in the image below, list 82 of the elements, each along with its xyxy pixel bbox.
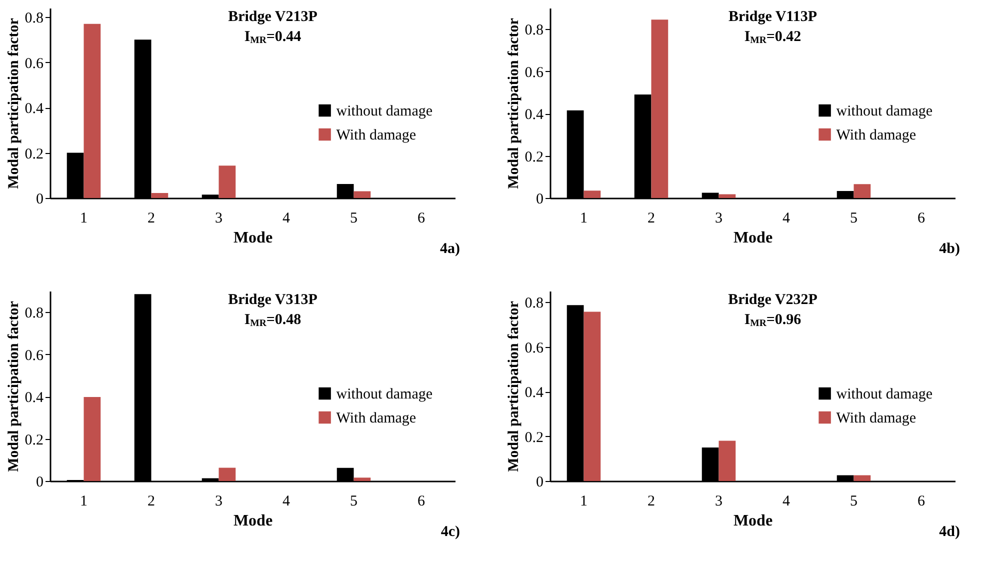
- x-tick-label: 5: [850, 494, 858, 510]
- x-tick-label: 4: [282, 210, 290, 226]
- y-tick-label: 0.2: [524, 149, 544, 166]
- bar: [151, 193, 168, 198]
- x-axis-title: Mode: [733, 512, 773, 530]
- y-tick-label: 0.2: [524, 430, 544, 446]
- x-axis-title: Mode: [733, 230, 773, 246]
- x-axis-title: Mode: [233, 512, 273, 530]
- y-tick-label: 0.8: [524, 22, 544, 39]
- text: 4b): [939, 241, 960, 257]
- y-tick-label: 0: [36, 474, 44, 490]
- x-tick-label: 2: [648, 494, 655, 510]
- chart-title: Bridge V313P: [228, 292, 318, 308]
- y-tick-label: 0.8: [24, 306, 44, 322]
- y-tick-label: 0.2: [24, 432, 44, 448]
- y-tick-label: 0: [536, 474, 544, 490]
- bar: [854, 475, 871, 481]
- x-tick-label: 6: [418, 210, 426, 226]
- x-tick-label: 5: [850, 210, 858, 226]
- x-tick-label: 2: [148, 210, 155, 226]
- legend-label: without damage: [336, 104, 433, 120]
- x-tick-label: 4: [782, 494, 790, 510]
- y-tick-label: 0.6: [24, 56, 44, 72]
- y-tick-label: 0.8: [24, 10, 44, 27]
- x-tick-label: 4: [782, 210, 790, 226]
- bar: [354, 191, 371, 198]
- bar: [854, 184, 871, 198]
- x-tick-label: 1: [80, 494, 88, 510]
- x-tick-label: 6: [918, 494, 926, 510]
- y-tick-label: 0.4: [524, 107, 544, 124]
- bar: [218, 166, 236, 198]
- legend-label: With damage: [836, 128, 916, 144]
- x-tick-label: 5: [350, 210, 358, 226]
- x-axis-title: Mode: [233, 230, 273, 246]
- bar: [218, 468, 236, 481]
- bar: [84, 396, 101, 481]
- bar: [718, 440, 736, 481]
- legend-label: With damage: [336, 410, 416, 426]
- x-tick-label: 2: [148, 494, 155, 510]
- bar: [584, 190, 601, 198]
- legend-label: With damage: [336, 128, 416, 144]
- y-tick-label: 0.8: [524, 296, 544, 312]
- chart-title: Bridge V232P: [728, 292, 818, 308]
- x-tick-label: 1: [580, 494, 588, 510]
- legend-label: With damage: [836, 410, 916, 426]
- chart-title: Bridge V213P: [228, 9, 318, 25]
- y-axis-title: Modal participation factor: [506, 18, 522, 189]
- x-tick-label: 5: [350, 494, 358, 510]
- y-tick-label: 0.6: [24, 348, 44, 364]
- x-tick-label: 4: [282, 494, 290, 510]
- y-tick-label: 0.6: [524, 340, 544, 356]
- y-tick-label: 0: [36, 192, 44, 208]
- x-tick-label: 6: [918, 210, 926, 226]
- x-tick-label: 2: [648, 210, 655, 226]
- text: 4d): [939, 524, 960, 540]
- legend-label: without damage: [836, 386, 933, 402]
- y-tick-label: 0.2: [24, 146, 44, 162]
- y-axis-title: Modal participation factor: [6, 300, 22, 472]
- x-tick-label: 3: [215, 210, 222, 226]
- y-axis-title: Modal participation factor: [506, 300, 522, 472]
- x-tick-label: 3: [715, 494, 722, 510]
- legend-label: without damage: [836, 104, 933, 120]
- y-tick-label: 0.4: [524, 385, 544, 402]
- bar: [354, 478, 371, 481]
- y-tick-label: 0: [536, 192, 544, 208]
- bar: [584, 312, 601, 481]
- text: 4c): [440, 524, 460, 540]
- x-tick-label: 1: [80, 210, 88, 226]
- bar: [84, 24, 101, 198]
- legend-label: without damage: [336, 386, 433, 402]
- y-axis-title: Modal participation factor: [6, 18, 22, 189]
- bar: [718, 194, 736, 198]
- y-tick-label: 0.4: [24, 390, 44, 406]
- chart-title: Bridge V113P: [728, 9, 817, 25]
- x-tick-label: 3: [215, 494, 222, 510]
- x-tick-label: 3: [715, 210, 722, 226]
- text: 4a): [440, 241, 460, 257]
- x-tick-label: 6: [418, 494, 426, 510]
- y-tick-label: 0.6: [524, 64, 544, 81]
- y-tick-label: 0.4: [24, 101, 44, 118]
- x-tick-label: 1: [580, 210, 588, 226]
- bar: [651, 20, 668, 198]
